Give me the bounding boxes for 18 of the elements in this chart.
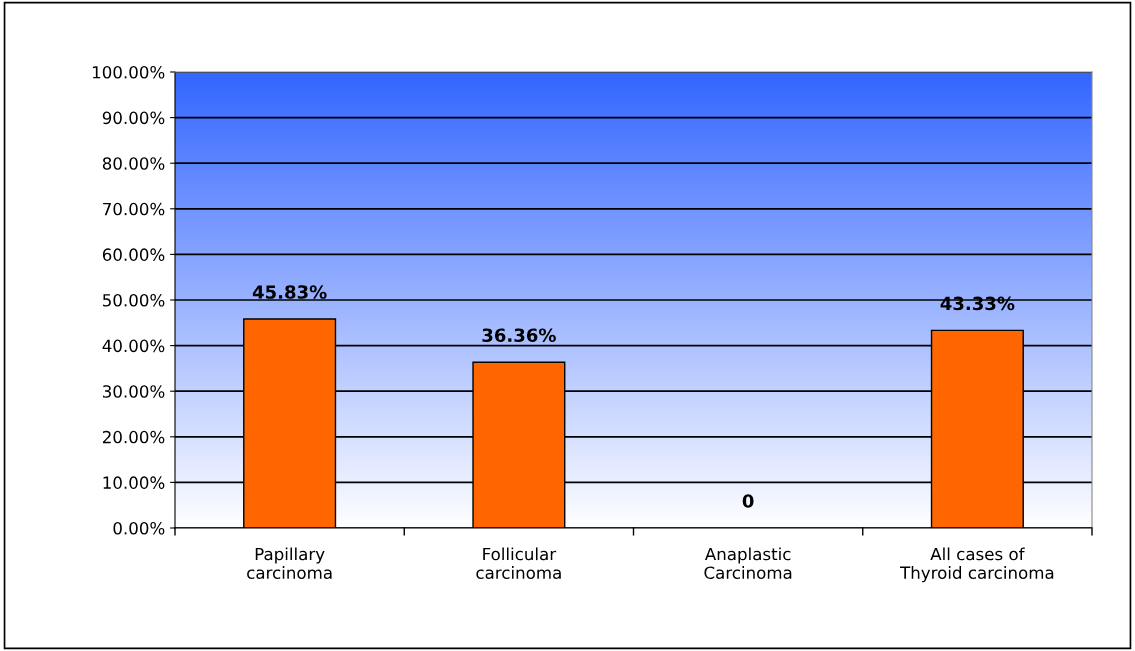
y-tick-label: 100.00%: [92, 65, 165, 79]
y-tick-label: 10.00%: [103, 476, 165, 489]
data-label: 45.83%: [252, 285, 327, 299]
x-tick-label: Papillary carcinoma: [247, 547, 332, 580]
y-tick-label: 80.00%: [102, 157, 165, 170]
y-tick-label: 20.00%: [102, 430, 165, 444]
x-tick-label: Follicular carcinoma: [476, 547, 561, 580]
data-label: 36.36%: [482, 328, 556, 343]
data-label: 0: [742, 494, 754, 508]
y-tick-label: 0.00%: [113, 521, 165, 535]
y-tick-label: 90.00%: [102, 111, 165, 125]
y-tick-label: 40.00%: [102, 339, 165, 353]
x-tick-label: Anaplastic Carcinoma: [704, 547, 792, 580]
y-tick-label: 50.00%: [103, 293, 165, 307]
y-tick-label: 30.00%: [103, 385, 165, 398]
x-tick-label: All cases of Thyroid carcinoma: [900, 547, 1054, 583]
y-tick-label: 70.00%: [103, 202, 165, 216]
y-tick-label: 60.00%: [102, 248, 165, 261]
